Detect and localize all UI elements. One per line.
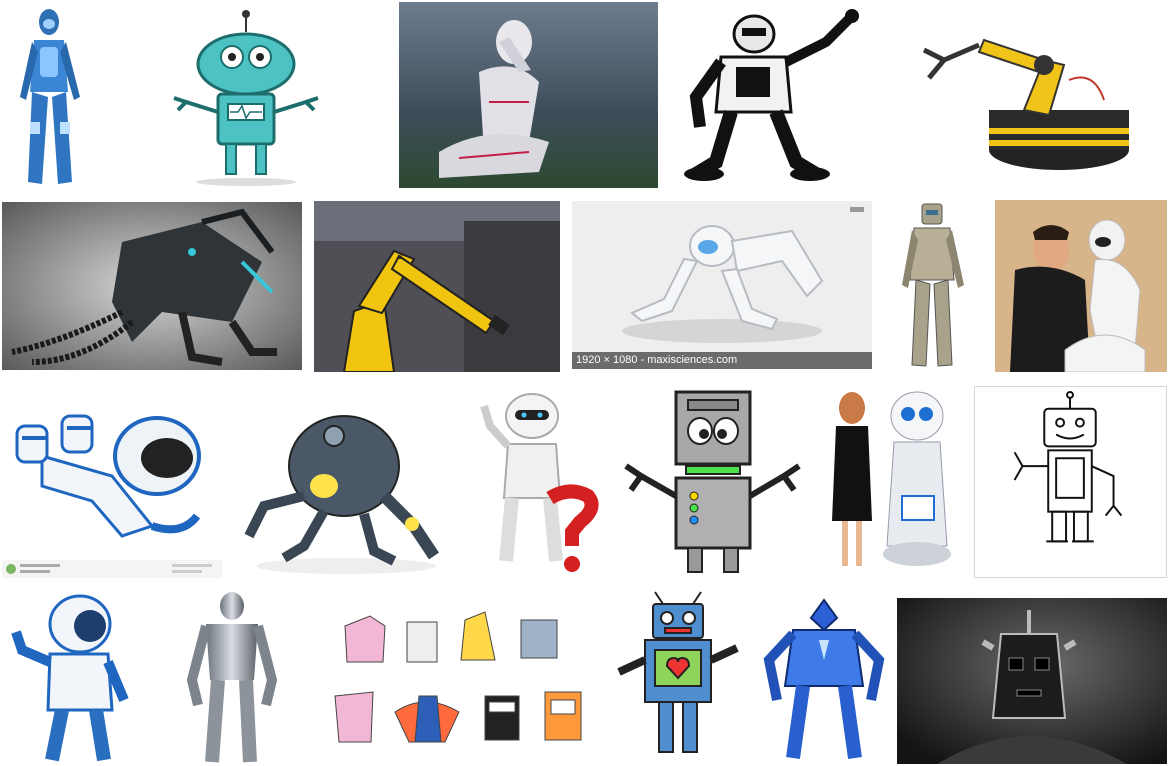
lying-blue-robot-icon	[2, 414, 222, 578]
white-robot-question-mark-icon	[480, 393, 599, 572]
paper-craft-robots-icon	[334, 611, 582, 743]
man-with-white-robot-icon	[995, 200, 1167, 372]
teal-cartoon-robot-icon	[173, 10, 319, 186]
result-image-22[interactable]	[897, 598, 1167, 764]
crouching-white-robot-icon	[622, 207, 864, 343]
yellow-robotic-arm-kit-icon	[922, 38, 1129, 170]
heart-chest-robot-icon	[617, 591, 739, 753]
result-image-12[interactable]	[234, 386, 458, 578]
woman-with-service-robot-icon	[832, 391, 951, 566]
result-image-14[interactable]	[616, 386, 809, 578]
blue-humanoid-robot-icon	[20, 9, 80, 184]
spider-robot-icon	[244, 415, 439, 574]
svg-text:2: 2	[398, 251, 403, 261]
result-image-17[interactable]	[2, 590, 138, 764]
outline-line-robot-icon	[1013, 390, 1123, 543]
result-image-6[interactable]	[2, 202, 302, 370]
result-image-13[interactable]	[470, 386, 603, 578]
gray-box-robot-icon	[624, 390, 801, 573]
result-image-21[interactable]	[763, 590, 885, 764]
silver-muscle-robot-icon	[186, 592, 278, 763]
result-image-5[interactable]	[874, 10, 1139, 180]
result-image-15[interactable]	[822, 386, 961, 578]
result-image-11[interactable]	[2, 386, 222, 578]
image-info-caption: 1920 × 1080 - maxisciences.com	[572, 352, 872, 369]
result-image-18[interactable]	[150, 590, 313, 764]
result-image-9[interactable]	[884, 200, 982, 372]
result-image-16[interactable]	[974, 386, 1167, 578]
cyberman-head-icon	[897, 598, 1167, 764]
tan-humanoid-robot-icon	[902, 203, 964, 367]
result-image-1[interactable]	[2, 2, 97, 188]
result-image-7[interactable]: 2	[314, 201, 560, 372]
blue-white-walking-robot-icon	[11, 594, 129, 762]
robosapien-robot-icon	[684, 9, 859, 181]
result-image-20[interactable]	[605, 590, 751, 764]
yellow-industrial-arm-icon: 2	[314, 201, 560, 372]
result-image-3[interactable]	[399, 2, 658, 188]
result-image-8[interactable]: 1920 × 1080 - maxisciences.com	[572, 201, 872, 369]
dark-transformer-robot-icon	[2, 202, 302, 370]
result-image-4[interactable]	[676, 2, 862, 188]
result-image-10[interactable]	[995, 200, 1167, 372]
thinking-white-robot-icon	[399, 2, 658, 188]
result-image-2[interactable]	[134, 2, 359, 188]
blue-armor-mech-icon	[763, 598, 885, 759]
result-image-19[interactable]	[325, 592, 593, 764]
